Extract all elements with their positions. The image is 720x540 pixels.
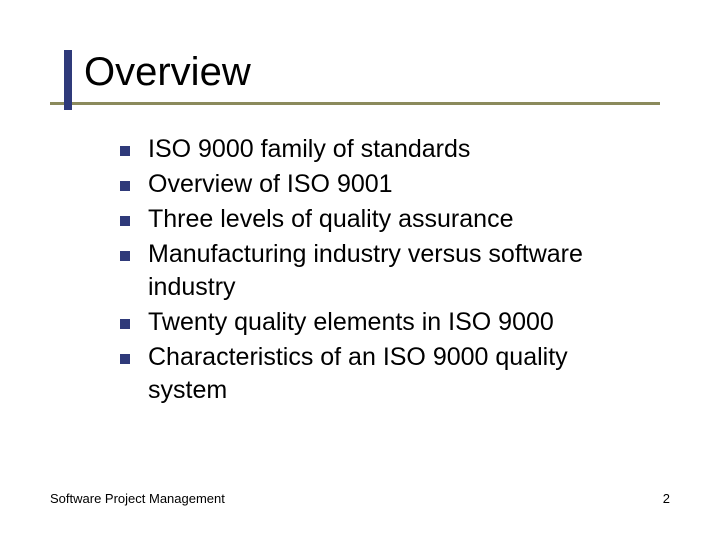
bullet-text: Three levels of quality assurance [148, 203, 513, 236]
slide: Overview ISO 9000 family of standards Ov… [0, 0, 720, 540]
slide-title: Overview [50, 50, 670, 94]
bullet-text: Twenty quality elements in ISO 9000 [148, 306, 554, 339]
bullet-text: Manufacturing industry versus software i… [148, 238, 650, 304]
slide-footer: Software Project Management 2 [50, 491, 670, 506]
title-block: Overview [50, 50, 670, 105]
title-underline [50, 102, 660, 105]
title-accent-bar [64, 50, 72, 110]
page-number: 2 [663, 491, 670, 506]
bullet-text: Overview of ISO 9001 [148, 168, 393, 201]
bullet-text: Characteristics of an ISO 9000 quality s… [148, 341, 650, 407]
square-bullet-icon [120, 354, 130, 364]
square-bullet-icon [120, 251, 130, 261]
list-item: Three levels of quality assurance [120, 203, 650, 236]
bullet-text: ISO 9000 family of standards [148, 133, 470, 166]
square-bullet-icon [120, 181, 130, 191]
list-item: ISO 9000 family of standards [120, 133, 650, 166]
square-bullet-icon [120, 216, 130, 226]
list-item: Twenty quality elements in ISO 9000 [120, 306, 650, 339]
footer-left-text: Software Project Management [50, 491, 225, 506]
square-bullet-icon [120, 146, 130, 156]
bullet-list: ISO 9000 family of standards Overview of… [50, 133, 670, 407]
list-item: Manufacturing industry versus software i… [120, 238, 650, 304]
square-bullet-icon [120, 319, 130, 329]
list-item: Characteristics of an ISO 9000 quality s… [120, 341, 650, 407]
list-item: Overview of ISO 9001 [120, 168, 650, 201]
